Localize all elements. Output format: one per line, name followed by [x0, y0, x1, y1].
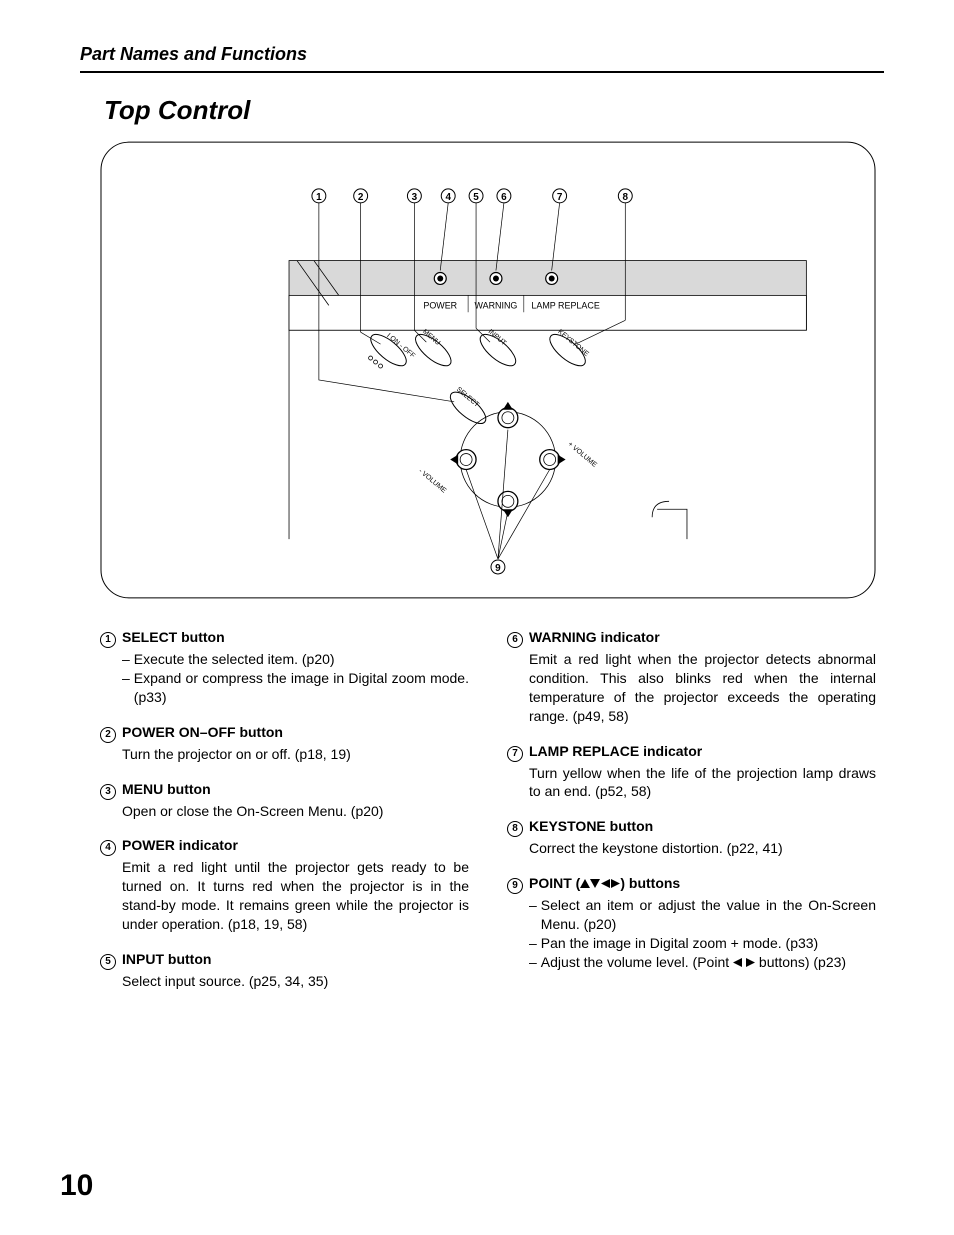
item-4: 4 POWER indicator Emit a red light until… [100, 836, 469, 934]
arrows-lr-icon [733, 954, 755, 970]
item-title: SELECT button [122, 628, 225, 647]
circled-number: 2 [100, 727, 116, 743]
right-column: 6 WARNING indicator Emit a red light whe… [507, 628, 876, 1007]
page-number: 10 [60, 1169, 93, 1203]
item-title: KEYSTONE button [529, 817, 653, 836]
rule [80, 71, 884, 73]
led-lamp-label: LAMP REPLACE [531, 300, 599, 310]
item-8: 8 KEYSTONE button Correct the keystone d… [507, 817, 876, 858]
svg-text:4: 4 [445, 192, 451, 203]
svg-text:+ VOLUME: + VOLUME [566, 441, 598, 469]
circled-number: 8 [507, 821, 523, 837]
circled-number: 6 [507, 632, 523, 648]
item-6: 6 WARNING indicator Emit a red light whe… [507, 628, 876, 726]
svg-text:3: 3 [412, 192, 418, 203]
item-3: 3 MENU button Open or close the On-Scree… [100, 780, 469, 821]
item-1: 1 SELECT button –Execute the selected it… [100, 628, 469, 707]
item-title: MENU button [122, 780, 211, 799]
led-warning-label: WARNING [475, 300, 518, 310]
item-title: POWER indicator [122, 836, 238, 855]
svg-text:6: 6 [501, 192, 507, 203]
svg-text:1: 1 [316, 192, 322, 203]
item-2: 2 POWER ON–OFF button Turn the projector… [100, 723, 469, 764]
item-title: POWER ON–OFF button [122, 723, 283, 742]
svg-text:5: 5 [473, 192, 479, 203]
top-control-diagram: POWER WARNING LAMP REPLACE I ON - OFF ME… [100, 140, 876, 600]
circled-number: 3 [100, 784, 116, 800]
circled-number: 1 [100, 632, 116, 648]
diagram-svg: POWER WARNING LAMP REPLACE I ON - OFF ME… [100, 140, 876, 600]
led-power-label: POWER [423, 300, 457, 310]
svg-text:8: 8 [623, 192, 629, 203]
svg-text:2: 2 [358, 192, 364, 203]
item-5: 5 INPUT button Select input source. (p25… [100, 950, 469, 991]
circled-number: 9 [507, 878, 523, 894]
item-title: LAMP REPLACE indicator [529, 742, 702, 761]
item-title: INPUT button [122, 950, 211, 969]
page: Part Names and Functions Top Control [0, 0, 954, 1235]
page-title: Top Control [104, 95, 884, 126]
keystone-button: KEYSTONE [545, 328, 590, 371]
arrows-udlr-icon [580, 875, 620, 891]
item-title: POINT () buttons [529, 874, 680, 893]
select-button: SELECT [446, 386, 491, 429]
onoff-button: I ON - OFF [366, 329, 416, 371]
circled-number: 7 [507, 746, 523, 762]
left-column: 1 SELECT button –Execute the selected it… [100, 628, 469, 1007]
item-7: 7 LAMP REPLACE indicator Turn yellow whe… [507, 742, 876, 802]
item-title: WARNING indicator [529, 628, 660, 647]
svg-text:- VOLUME: - VOLUME [417, 468, 448, 495]
menu-button: MENU [411, 328, 456, 371]
circled-number: 5 [100, 954, 116, 970]
item-9: 9 POINT () buttons –Select an item or ad… [507, 874, 876, 972]
description-columns: 1 SELECT button –Execute the selected it… [100, 628, 876, 1007]
circled-number: 4 [100, 840, 116, 856]
svg-text:9: 9 [495, 563, 501, 574]
section-header: Part Names and Functions [80, 44, 884, 65]
svg-text:7: 7 [557, 192, 563, 203]
